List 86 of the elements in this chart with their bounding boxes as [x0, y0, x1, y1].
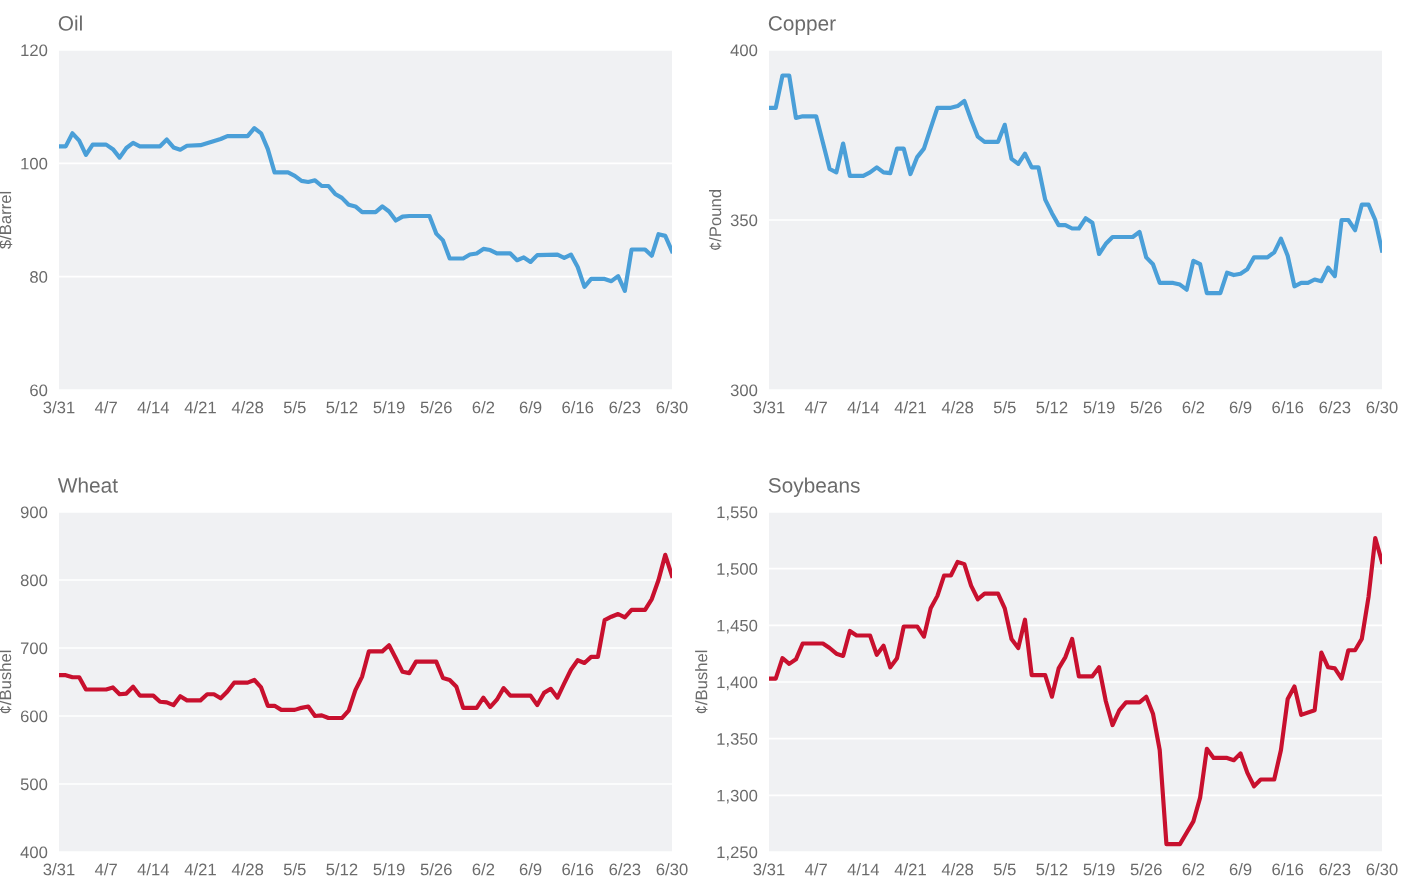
x-tick-label: 6/30 — [656, 863, 688, 876]
x-tick-label: 6/30 — [656, 401, 688, 414]
y-tick-label: 1,350 — [717, 733, 758, 747]
y-tick-label: 1,400 — [717, 676, 758, 691]
x-tick-label: 6/2 — [472, 863, 495, 876]
y-tick-label: 1,550 — [717, 506, 758, 521]
x-tick-label: 5/12 — [1036, 401, 1068, 414]
y-tick-label: 800 — [20, 574, 48, 587]
x-tick-label: 3/31 — [753, 863, 785, 876]
x-tick-label: 6/2 — [472, 401, 495, 414]
x-tick-label: 6/16 — [562, 401, 594, 414]
x-tick-label: 4/21 — [894, 401, 926, 414]
x-tick-label: 4/14 — [847, 401, 880, 414]
y-tick-label: 80 — [30, 271, 48, 283]
y-tick-label: 600 — [20, 710, 48, 723]
y-axis-title: ¢/Bushel — [695, 650, 708, 714]
x-tick-label: 6/23 — [1319, 401, 1351, 414]
x-tick-label: 5/12 — [326, 401, 358, 414]
x-tick-label: 6/23 — [609, 863, 641, 876]
y-tick-label: 120 — [21, 44, 48, 57]
x-tick-label: 5/5 — [993, 401, 1016, 414]
chart-title: Copper — [768, 16, 836, 35]
x-tick-label: 6/16 — [562, 863, 594, 876]
y-tick-label: 350 — [730, 214, 758, 227]
x-tick-label: 4/7 — [804, 401, 827, 414]
x-tick-label: 6/2 — [1182, 401, 1205, 414]
x-tick-label: 5/19 — [373, 401, 405, 414]
x-tick-label: 6/23 — [609, 401, 641, 414]
x-tick-label: 6/9 — [1229, 863, 1252, 876]
y-tick-label: 300 — [730, 384, 758, 397]
x-tick-label: 5/5 — [283, 863, 306, 876]
y-tick-label: 1,500 — [717, 563, 758, 577]
x-tick-label: 6/16 — [1272, 401, 1304, 414]
chart-title: Soybeans — [768, 477, 860, 497]
x-tick-label: 5/19 — [373, 863, 405, 876]
y-axis-title: ¢/Pound — [708, 190, 722, 250]
y-tick-label: 1,450 — [717, 619, 758, 634]
x-tick-label: 4/28 — [941, 401, 974, 414]
y-tick-label: 400 — [20, 846, 48, 859]
line-series — [59, 552, 672, 721]
x-tick-label: 6/9 — [1229, 401, 1252, 414]
x-tick-label: 5/26 — [1130, 863, 1162, 876]
y-tick-label: 400 — [730, 44, 758, 57]
x-tick-label: 4/28 — [231, 401, 264, 414]
x-tick-label: 6/16 — [1272, 863, 1304, 876]
x-tick-label: 5/12 — [326, 863, 358, 876]
x-tick-label: 5/12 — [1036, 863, 1068, 876]
x-tick-label: 5/26 — [420, 401, 452, 414]
x-tick-label: 3/31 — [753, 401, 785, 414]
x-tick-label: 4/28 — [941, 863, 974, 876]
x-tick-label: 4/7 — [94, 401, 117, 414]
x-tick-label: 5/5 — [993, 863, 1016, 876]
x-tick-label: 5/5 — [283, 401, 306, 414]
line-series — [59, 126, 672, 293]
y-tick-label: 60 — [30, 384, 48, 397]
x-tick-label: 5/19 — [1083, 863, 1115, 876]
y-tick-label: 700 — [20, 642, 48, 655]
chart-title: Oil — [58, 15, 82, 31]
y-tick-label: 1,250 — [717, 846, 758, 861]
x-tick-label: 5/26 — [1130, 401, 1162, 414]
x-tick-label: 6/23 — [1319, 863, 1351, 876]
y-tick-label: 500 — [20, 778, 48, 791]
x-tick-label: 4/21 — [184, 401, 216, 414]
x-tick-label: 4/14 — [137, 863, 170, 876]
x-tick-label: 5/19 — [1083, 401, 1115, 414]
x-tick-label: 4/21 — [184, 863, 216, 876]
y-tick-label: 100 — [21, 157, 48, 170]
x-tick-label: 4/14 — [137, 401, 170, 414]
x-tick-label: 4/7 — [804, 863, 827, 876]
y-tick-label: 1,300 — [717, 789, 758, 804]
x-tick-label: 3/31 — [43, 863, 75, 876]
line-series — [769, 73, 1382, 296]
line-series — [769, 535, 1382, 847]
x-tick-label: 6/2 — [1182, 863, 1205, 876]
x-tick-label: 4/28 — [231, 863, 264, 876]
x-tick-label: 5/26 — [420, 863, 452, 876]
x-tick-label: 6/30 — [1366, 863, 1398, 876]
chart-title: Wheat — [57, 477, 118, 493]
x-tick-label: 6/9 — [519, 401, 542, 414]
x-tick-label: 4/14 — [847, 863, 880, 876]
x-tick-label: 3/31 — [43, 401, 75, 414]
x-tick-label: 4/21 — [894, 863, 926, 876]
x-tick-label: 6/9 — [519, 863, 542, 876]
x-tick-label: 4/7 — [94, 863, 117, 876]
x-tick-label: 6/30 — [1366, 401, 1398, 414]
y-tick-label: 900 — [20, 506, 48, 519]
